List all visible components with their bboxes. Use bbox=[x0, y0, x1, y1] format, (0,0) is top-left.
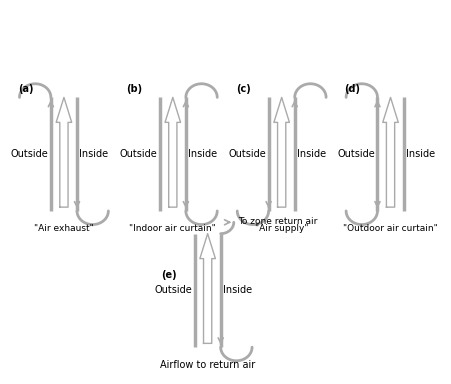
Text: Inside: Inside bbox=[406, 149, 435, 159]
Polygon shape bbox=[383, 98, 398, 122]
Text: Inside: Inside bbox=[223, 285, 252, 295]
Text: "Indoor air curtain": "Indoor air curtain" bbox=[129, 224, 216, 233]
Polygon shape bbox=[200, 233, 216, 258]
Polygon shape bbox=[169, 122, 177, 207]
Text: (c): (c) bbox=[236, 84, 251, 94]
Polygon shape bbox=[60, 122, 68, 207]
Polygon shape bbox=[277, 122, 286, 207]
Polygon shape bbox=[203, 258, 212, 343]
Text: Outside: Outside bbox=[11, 149, 49, 159]
Text: "Outdoor air curtain": "Outdoor air curtain" bbox=[343, 224, 438, 233]
Text: Outside: Outside bbox=[337, 149, 375, 159]
Polygon shape bbox=[56, 98, 72, 122]
Text: (b): (b) bbox=[126, 84, 143, 94]
Text: To zone return air: To zone return air bbox=[238, 217, 318, 226]
Text: Outside: Outside bbox=[229, 149, 267, 159]
Text: Inside: Inside bbox=[79, 149, 108, 159]
Polygon shape bbox=[387, 122, 395, 207]
Polygon shape bbox=[165, 98, 180, 122]
Text: Airflow to return air: Airflow to return air bbox=[160, 361, 255, 371]
Polygon shape bbox=[274, 98, 290, 122]
Text: Inside: Inside bbox=[297, 149, 326, 159]
Text: (d): (d) bbox=[344, 84, 360, 94]
Text: Inside: Inside bbox=[188, 149, 217, 159]
Text: "Air supply": "Air supply" bbox=[255, 224, 308, 233]
Text: Outside: Outside bbox=[120, 149, 157, 159]
Text: Outside: Outside bbox=[155, 285, 193, 295]
Text: (a): (a) bbox=[18, 84, 33, 94]
Text: "Air exhaust": "Air exhaust" bbox=[34, 224, 94, 233]
Text: (e): (e) bbox=[161, 270, 177, 280]
